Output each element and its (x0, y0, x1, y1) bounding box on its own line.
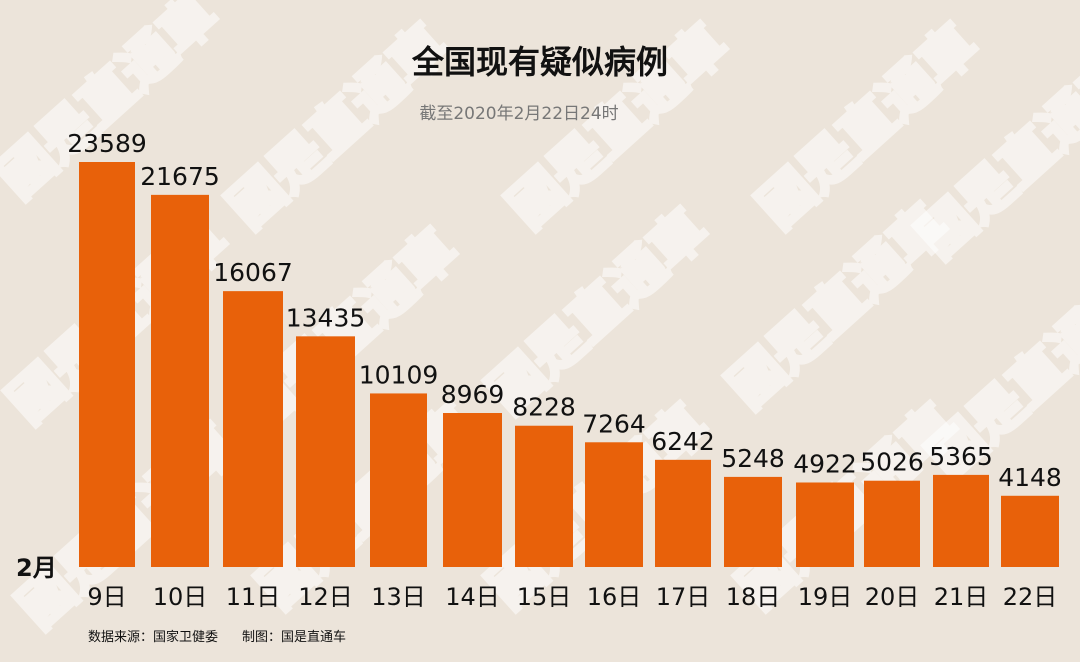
x-tick-label-3: 11日 (226, 583, 281, 611)
x-axis-tick-labels-layer: 9日 10日 11日 12日 13日 14日 15日 16日 17日 18日 19日 20日 21日 22… (87, 583, 1057, 611)
bar-4 (296, 336, 355, 567)
bar-7 (515, 425, 573, 567)
source-label: 数据来源：国家卫健委 (88, 629, 218, 645)
chart-subtitle: 截至2020年2月22日24时 (419, 104, 618, 124)
month-label: 2月 (16, 554, 57, 582)
value-label-4: 13435 (286, 303, 366, 332)
bar-6 (443, 413, 502, 567)
value-label-8: 7264 (582, 409, 646, 438)
bar-11 (796, 482, 854, 567)
chart-title: 全国现有疑似病例 (411, 43, 668, 81)
x-tick-label-7: 15日 (517, 583, 572, 611)
value-label-5: 10109 (359, 360, 439, 389)
x-tick-label-13: 21日 (934, 583, 989, 611)
value-label-3: 16067 (213, 258, 293, 287)
value-label-14: 4148 (998, 463, 1062, 492)
value-label-11: 4922 (793, 449, 857, 478)
x-tick-label-10: 18日 (726, 583, 781, 611)
x-tick-label-8: 16日 (587, 583, 642, 611)
bar-12 (864, 480, 920, 567)
x-tick-label-5: 13日 (371, 583, 426, 611)
watermark-7: 國是直通車 (476, 197, 719, 425)
value-label-12: 5026 (860, 448, 924, 477)
bars-layer (79, 162, 1059, 567)
value-label-2: 21675 (140, 162, 220, 191)
value-label-7: 8228 (512, 393, 576, 422)
bar-5 (370, 393, 427, 567)
x-tick-label-2: 10日 (153, 583, 208, 611)
value-label-13: 5365 (929, 442, 993, 471)
bar-2 (151, 194, 209, 567)
bar-1 (79, 162, 135, 567)
value-label-1: 23589 (67, 129, 147, 158)
bar-3 (223, 291, 283, 567)
bar-13 (933, 474, 989, 567)
value-label-10: 5248 (721, 444, 785, 473)
x-tick-label-1: 9日 (87, 583, 126, 611)
x-tick-label-12: 20日 (865, 583, 920, 611)
bar-8 (585, 442, 643, 567)
bar-9 (655, 459, 711, 567)
credit-label: 制图：国是直通车 (242, 629, 346, 645)
x-tick-label-14: 22日 (1003, 583, 1058, 611)
bar-14 (1001, 495, 1059, 567)
x-tick-label-11: 19日 (798, 583, 853, 611)
bar-10 (724, 476, 782, 567)
x-tick-label-4: 12日 (298, 583, 353, 611)
value-label-9: 6242 (651, 427, 715, 456)
value-label-6: 8969 (441, 380, 505, 409)
x-tick-label-9: 17日 (656, 583, 711, 611)
x-tick-label-6: 14日 (445, 583, 500, 611)
